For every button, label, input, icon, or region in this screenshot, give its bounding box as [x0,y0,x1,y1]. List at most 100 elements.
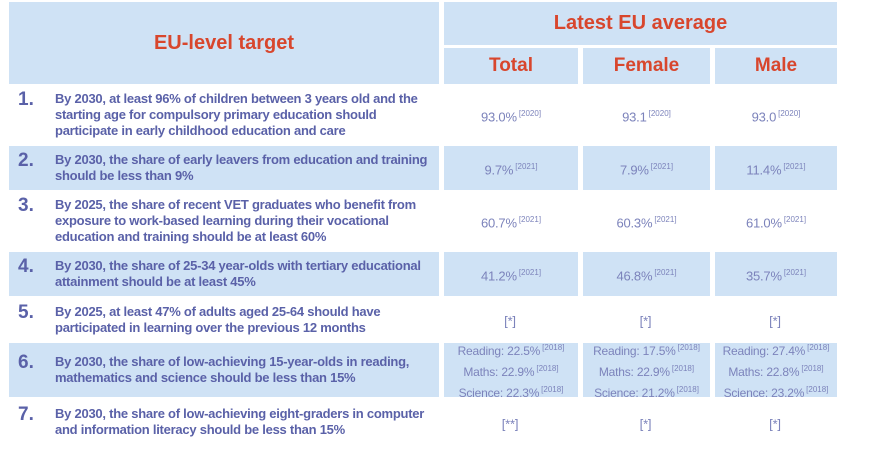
value-cell-female: 46.8% [2021] [583,252,710,296]
column-header-female: Female [583,48,710,84]
value-cell-total: [**] [444,400,578,444]
value-cell-total: 93.0% [2020] [444,87,578,143]
year-note: [2021] [783,267,807,277]
value-line: Reading: 22.5% [2018] [457,342,565,358]
target-text: By 2030, at least 96% of children betwee… [55,91,418,138]
value-line: 60.3% [2021] [616,214,677,231]
row-number: 6. [18,352,34,373]
target-inner: 3. By 2025, the share of recent VET grad… [9,195,433,245]
target-inner: 2. By 2030, the share of early leavers f… [9,150,433,184]
table-row-4-target: 4. By 2030, the share of 25-34 year-olds… [9,252,439,296]
value-line: [**] [501,416,519,432]
year-note: [2021] [783,161,806,171]
year-note: [2018] [806,384,829,394]
value-line: [*] [769,313,781,329]
header-eu-level-target-label: EU-level target [153,31,295,54]
row-number: 2. [18,150,34,171]
column-header-total-label: Total [489,55,533,76]
table-row-1-target: 1. By 2030, at least 96% of children bet… [9,87,439,143]
table-row-7-target: 7. By 2030, the share of low-achieving e… [9,400,439,444]
value-cell-female: [*] [583,400,710,444]
value-cell-total: 60.7% [2021] [444,193,578,249]
target-inner: 6. By 2030, the share of low-achieving 1… [9,352,433,386]
value-line: Maths: 22.9% [2018] [463,363,559,379]
target-text: By 2030, the share of 25-34 year-olds wi… [55,258,421,289]
year-note: [2018] [542,342,565,352]
value-cell-female: Reading: 17.5% [2018] Maths: 22.9% [2018] … [583,342,710,400]
value-line: 41.2% [2021] [480,267,542,284]
value-line: 11.4% [2021] [746,161,806,178]
target-text: By 2025, at least 47% of adults aged 25-… [55,303,381,335]
value-line: Science: 21.2% [2018] [594,384,699,400]
year-note: [2021] [515,161,538,171]
table-row-3-target: 3. By 2025, the share of recent VET grad… [9,193,439,249]
value-line: Science: 22.3% [2018] [458,384,564,400]
header-eu-level-target: EU-level target [9,2,439,84]
header-latest-eu-average: Latest EU average [444,2,837,45]
value-line: Reading: 27.4% [2018] [722,342,830,358]
year-note: [2021] [518,267,542,277]
table-row-2-target: 2. By 2030, the share of early leavers f… [9,146,439,190]
target-inner: 7. By 2030, the share of low-achieving e… [9,404,433,438]
year-note: [2021] [654,214,677,224]
value-line: [*] [639,416,652,432]
value-line: 93.0 [2020] [751,108,801,125]
value-line: Maths: 22.8% [2018] [728,363,824,379]
value-cell-total: 41.2% [2021] [444,252,578,296]
year-note: [2020] [518,108,542,118]
value-line: 46.8% [2021] [616,267,677,284]
column-header-female-label: Female [613,55,680,76]
header-latest-eu-average-label: Latest EU average [553,12,728,34]
value-line: 93.1 [2020] [622,108,671,125]
value-line: Maths: 22.9% [2018] [598,363,695,379]
target-inner: 4. By 2030, the share of 25-34 year-olds… [9,256,433,290]
year-note: [2018] [801,363,824,373]
value-cell-total: 9.7% [2021] [444,146,578,190]
value-cell-male: Reading: 27.4% [2018] Maths: 22.8% [2018] … [715,343,837,400]
value-cell-male: 61.0% [2021] [715,193,837,249]
value-line: Science: 23.2% [2018] [723,384,829,400]
year-note: [2018] [541,384,564,394]
table-row-5-target: 5. By 2025, at least 47% of adults aged … [9,299,439,340]
value-cell-male: 11.4% [2021] [715,146,837,190]
value-line: [*] [639,313,652,329]
target-text: By 2030, the share of low-achieving eigh… [55,406,425,437]
value-line: 61.0% [2021] [745,214,807,231]
year-note: [2018] [677,342,700,352]
value-cell-female: [*] [583,299,710,340]
year-note: [2018] [807,342,830,352]
value-cell-total: Reading: 22.5% [2018] Maths: 22.9% [2018] … [444,343,578,400]
year-note: [2020] [648,108,671,118]
value-cell-female: 7.9% [2021] [583,146,710,190]
target-inner: 1. By 2030, at least 96% of children bet… [9,89,433,139]
value-cell-total: [*] [444,299,578,340]
year-note: [2021] [783,214,807,224]
value-line: 35.7% [2021] [745,267,807,284]
value-cell-female: 93.1 [2020] [583,87,710,143]
target-inner: 5. By 2025, at least 47% of adults aged … [9,301,433,336]
row-number: 5. [18,301,34,323]
row-number: 7. [18,404,34,425]
year-note: [2018] [676,384,699,394]
target-text: By 2030, the share of low-achieving 15-y… [55,354,410,385]
value-cell-female: 60.3% [2021] [583,193,710,249]
target-text: By 2030, the share of early leavers from… [55,152,428,183]
target-text: By 2025, the share of recent VET graduat… [55,197,416,244]
value-line: 7.9% [2021] [619,161,674,178]
column-header-male-label: Male [754,55,798,76]
table-row-6-target: 6. By 2030, the share of low-achieving 1… [9,343,439,397]
value-cell-male: 93.0 [2020] [715,87,837,143]
year-note: [2020] [778,108,801,118]
year-note: [2021] [654,267,677,277]
value-line: [*] [504,313,516,329]
row-number: 3. [18,195,34,216]
row-number: 1. [18,89,34,110]
value-cell-male: 35.7% [2021] [715,252,837,296]
row-number: 4. [18,256,34,277]
year-note: [2021] [518,214,542,224]
value-line: 93.0% [2020] [480,108,542,125]
value-cell-male: [*] [715,299,837,340]
value-line: [*] [769,416,781,432]
